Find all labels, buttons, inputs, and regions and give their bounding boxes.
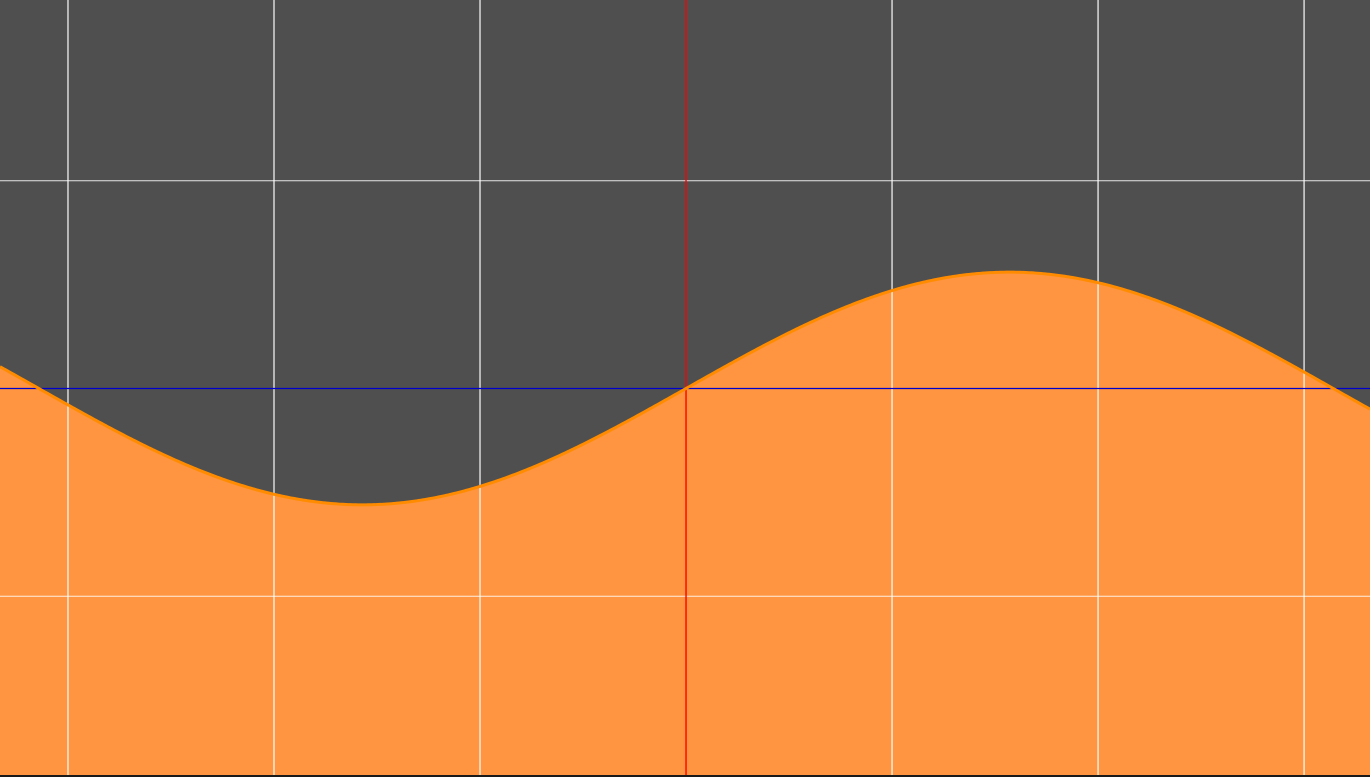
sine-area-fill xyxy=(0,272,1370,777)
sine-curve-line xyxy=(0,270,1370,507)
